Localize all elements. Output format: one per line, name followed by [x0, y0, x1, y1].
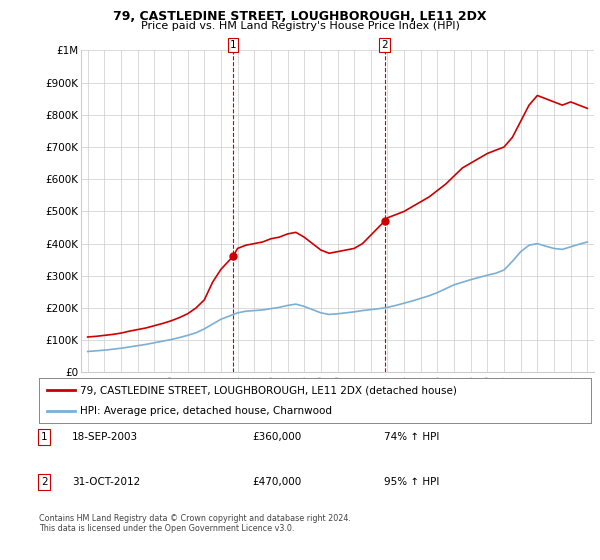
Text: 74% ↑ HPI: 74% ↑ HPI — [384, 432, 439, 442]
Text: 31-OCT-2012: 31-OCT-2012 — [72, 477, 140, 487]
Text: 2: 2 — [382, 40, 388, 50]
Text: 18-SEP-2003: 18-SEP-2003 — [72, 432, 138, 442]
Text: 1: 1 — [41, 432, 47, 442]
Text: Price paid vs. HM Land Registry's House Price Index (HPI): Price paid vs. HM Land Registry's House … — [140, 21, 460, 31]
Text: £470,000: £470,000 — [252, 477, 301, 487]
Text: Contains HM Land Registry data © Crown copyright and database right 2024.
This d: Contains HM Land Registry data © Crown c… — [39, 514, 351, 533]
Text: HPI: Average price, detached house, Charnwood: HPI: Average price, detached house, Char… — [80, 405, 332, 416]
Text: 1: 1 — [230, 40, 236, 50]
Text: 79, CASTLEDINE STREET, LOUGHBOROUGH, LE11 2DX (detached house): 79, CASTLEDINE STREET, LOUGHBOROUGH, LE1… — [80, 385, 457, 395]
Text: 2: 2 — [41, 477, 47, 487]
Text: 79, CASTLEDINE STREET, LOUGHBOROUGH, LE11 2DX: 79, CASTLEDINE STREET, LOUGHBOROUGH, LE1… — [113, 10, 487, 23]
Text: 95% ↑ HPI: 95% ↑ HPI — [384, 477, 439, 487]
Text: £360,000: £360,000 — [252, 432, 301, 442]
